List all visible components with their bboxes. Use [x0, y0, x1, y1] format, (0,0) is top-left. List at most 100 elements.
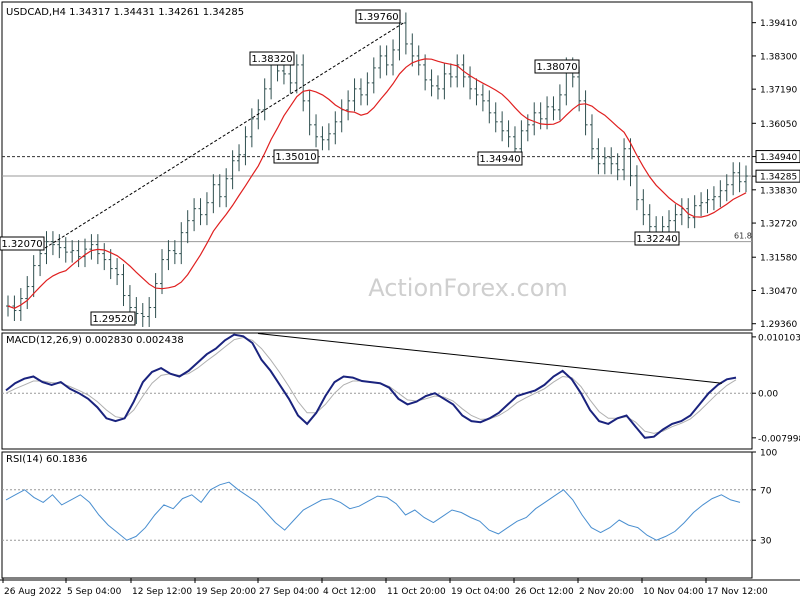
price-bar — [83, 238, 88, 268]
price-bar — [326, 123, 331, 151]
macd-tick-label: 0.010103 — [752, 333, 800, 343]
svg-text:1.33830: 1.33830 — [760, 186, 797, 196]
price-bar — [70, 240, 75, 263]
price-bar — [532, 102, 537, 136]
price-bar — [172, 240, 177, 265]
price-bar — [358, 78, 363, 106]
price-tick-label: 1.30470 — [752, 287, 797, 297]
price-bar — [493, 102, 498, 133]
price-bar — [134, 297, 139, 325]
price-bar — [628, 138, 633, 187]
time-tick-label: 2 Nov 20:00 — [577, 578, 634, 597]
svg-text:1.35010: 1.35010 — [275, 152, 316, 163]
price-bar — [153, 273, 158, 319]
annotation-1.29520: 1.29520 — [90, 311, 136, 326]
price-bar — [25, 276, 30, 310]
price-bar — [365, 72, 370, 106]
svg-text:12 Sep 12:00: 12 Sep 12:00 — [132, 587, 192, 597]
watermark: ActionForex.com — [368, 274, 568, 302]
price-bar — [217, 174, 222, 208]
rsi-tick-label: 30 — [752, 537, 772, 547]
panel-frames — [0, 1, 800, 581]
price-bar — [410, 33, 415, 67]
svg-text:70: 70 — [760, 486, 772, 496]
price-bar — [314, 114, 319, 148]
fib-level-label: 61.8 — [734, 232, 752, 241]
price-bar — [679, 198, 684, 226]
price-tick-label: 1.38300 — [752, 52, 797, 62]
price-bar — [724, 174, 729, 202]
time-tick-label: 10 Nov 04:00 — [641, 578, 704, 597]
annotation-1.35010: 1.35010 — [273, 149, 319, 164]
price-bar — [705, 189, 710, 214]
svg-text:1.30470: 1.30470 — [760, 287, 797, 297]
price-bar — [468, 66, 473, 100]
price-tick-label: 1.34940 — [752, 150, 800, 164]
time-tick-label: 26 Aug 2022 — [2, 578, 62, 597]
price-bar — [121, 264, 126, 307]
svg-text:1.31580: 1.31580 — [760, 254, 797, 264]
price-tick-label: 1.32720 — [752, 220, 797, 230]
time-tick-label: 11 Oct 20:00 — [385, 578, 446, 597]
svg-text:19 Sep 20:00: 19 Sep 20:00 — [196, 587, 256, 597]
svg-text:1.39410: 1.39410 — [760, 19, 797, 29]
price-bar — [435, 75, 440, 100]
svg-text:1.29520: 1.29520 — [92, 314, 133, 325]
price-bar — [108, 249, 113, 280]
price-bar — [237, 144, 242, 172]
rsi-line — [5, 481, 741, 541]
price-bar — [262, 78, 267, 121]
macd-panel-frame — [1, 332, 753, 450]
svg-text:1.38300: 1.38300 — [760, 52, 797, 62]
svg-text:1.38070: 1.38070 — [536, 62, 577, 73]
price-bar — [448, 63, 453, 88]
price-tick-label: 1.31580 — [752, 254, 797, 264]
price-bar — [249, 108, 254, 148]
svg-text:1.36050: 1.36050 — [760, 120, 797, 130]
price-bar — [346, 90, 351, 121]
price-bar — [744, 165, 748, 193]
svg-text:100: 100 — [760, 449, 777, 459]
price-bar — [455, 54, 460, 88]
svg-text:1.39760: 1.39760 — [357, 12, 398, 23]
price-bar — [583, 90, 588, 136]
svg-text:11 Oct 20:00: 11 Oct 20:00 — [387, 587, 446, 597]
price-bar — [140, 303, 145, 328]
macd-tick-label: -0.007998 — [752, 434, 800, 444]
price-bar — [615, 153, 620, 181]
svg-text:4 Oct 12:00: 4 Oct 12:00 — [323, 587, 376, 597]
annotation-1.32240: 1.32240 — [634, 231, 680, 246]
price-bar — [622, 138, 627, 181]
price-bar — [718, 180, 723, 208]
price-bar — [192, 198, 197, 232]
svg-text:1.32240: 1.32240 — [636, 234, 677, 245]
price-bar — [288, 63, 293, 94]
price-tick-label: 1.39410 — [752, 19, 797, 29]
svg-text:5 Sep 04:00: 5 Sep 04:00 — [67, 587, 122, 597]
price-bar — [711, 186, 716, 211]
price-bar — [320, 126, 325, 151]
price-bar — [487, 90, 492, 124]
price-bar — [147, 297, 152, 328]
svg-text:-0.007998: -0.007998 — [758, 434, 800, 444]
time-tick-label: 17 Nov 12:00 — [705, 578, 768, 597]
price-bar — [352, 78, 357, 112]
price-bar — [391, 39, 396, 76]
price-bar — [506, 120, 511, 148]
price-bar — [230, 150, 235, 190]
price-bar — [166, 240, 171, 271]
price-bar — [551, 96, 556, 121]
price-bar — [307, 90, 312, 136]
svg-text:30: 30 — [760, 537, 772, 547]
price-bar — [102, 243, 107, 271]
svg-text:0.010103: 0.010103 — [758, 333, 800, 343]
svg-text:1.32070: 1.32070 — [1, 239, 42, 250]
price-bar — [596, 138, 601, 175]
price-bar — [538, 102, 543, 130]
price-bar — [160, 249, 165, 295]
price-bar — [699, 192, 704, 217]
svg-text:19 Oct 04:00: 19 Oct 04:00 — [451, 587, 510, 597]
axis-labels: 1.39410 1.38300 1.37190 1.36050 1.34940 1.342… — [2, 19, 800, 597]
svg-text:1.32720: 1.32720 — [760, 220, 797, 230]
price-tick-label: 1.37190 — [752, 86, 797, 96]
